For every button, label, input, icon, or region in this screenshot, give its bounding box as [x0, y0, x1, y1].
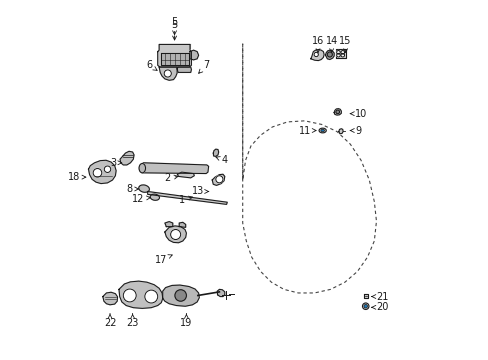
- Text: 8: 8: [126, 184, 138, 194]
- Text: 12: 12: [132, 194, 150, 204]
- Circle shape: [93, 168, 102, 177]
- Polygon shape: [177, 172, 194, 178]
- Circle shape: [326, 52, 332, 57]
- Circle shape: [335, 110, 339, 114]
- Text: 23: 23: [126, 314, 139, 328]
- Text: 11: 11: [298, 126, 315, 135]
- Polygon shape: [158, 44, 191, 67]
- Text: 14: 14: [325, 36, 337, 53]
- Polygon shape: [88, 160, 116, 184]
- Polygon shape: [190, 50, 198, 60]
- Text: 4: 4: [216, 155, 227, 165]
- Text: 20: 20: [371, 302, 388, 312]
- Text: 3: 3: [110, 158, 122, 168]
- Text: 19: 19: [180, 314, 192, 328]
- Polygon shape: [163, 285, 199, 306]
- Ellipse shape: [320, 129, 324, 132]
- Text: 22: 22: [103, 314, 116, 328]
- Circle shape: [340, 50, 344, 54]
- Polygon shape: [325, 50, 333, 59]
- Polygon shape: [213, 149, 218, 156]
- Polygon shape: [164, 222, 172, 226]
- Polygon shape: [159, 67, 177, 80]
- Text: 6: 6: [146, 60, 157, 71]
- Polygon shape: [147, 192, 227, 204]
- Ellipse shape: [150, 194, 159, 200]
- Text: 13: 13: [191, 186, 208, 197]
- Ellipse shape: [139, 185, 149, 192]
- Text: 7: 7: [198, 60, 209, 73]
- Text: 9: 9: [349, 126, 360, 135]
- Circle shape: [123, 289, 136, 302]
- Polygon shape: [177, 67, 191, 72]
- Polygon shape: [141, 163, 208, 174]
- Circle shape: [313, 52, 318, 57]
- Circle shape: [362, 303, 368, 310]
- Polygon shape: [338, 129, 343, 134]
- Polygon shape: [333, 109, 341, 115]
- Circle shape: [363, 305, 367, 308]
- Polygon shape: [102, 292, 117, 305]
- Circle shape: [164, 70, 171, 77]
- Text: 18: 18: [68, 172, 86, 182]
- Circle shape: [340, 53, 344, 57]
- Text: 16: 16: [311, 36, 324, 53]
- Circle shape: [336, 53, 340, 57]
- Polygon shape: [164, 226, 186, 243]
- Polygon shape: [119, 281, 163, 309]
- Polygon shape: [160, 53, 188, 64]
- Polygon shape: [179, 222, 185, 227]
- Polygon shape: [310, 49, 324, 60]
- Ellipse shape: [139, 163, 145, 173]
- Polygon shape: [363, 294, 367, 298]
- Polygon shape: [335, 49, 345, 58]
- Text: 15: 15: [339, 36, 351, 53]
- Circle shape: [170, 229, 180, 239]
- Text: 2: 2: [164, 173, 178, 183]
- Polygon shape: [217, 289, 224, 297]
- Circle shape: [104, 166, 110, 172]
- Polygon shape: [212, 174, 224, 185]
- Text: 5: 5: [171, 20, 177, 40]
- Text: 1: 1: [179, 195, 192, 205]
- Circle shape: [175, 290, 186, 301]
- Polygon shape: [120, 151, 134, 165]
- Ellipse shape: [319, 128, 325, 133]
- Circle shape: [144, 290, 158, 303]
- Circle shape: [336, 50, 340, 54]
- Text: 21: 21: [371, 292, 388, 302]
- Circle shape: [215, 176, 223, 183]
- Text: 5: 5: [171, 17, 177, 35]
- Text: 17: 17: [155, 255, 172, 265]
- Text: 10: 10: [349, 109, 366, 119]
